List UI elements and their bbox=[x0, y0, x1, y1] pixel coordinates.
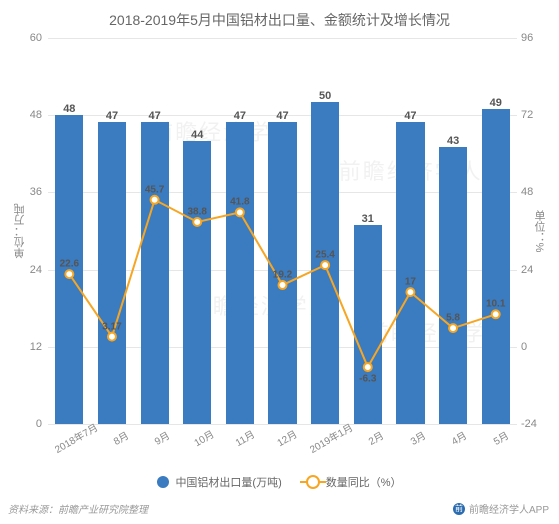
y-right-tick: 0 bbox=[521, 341, 557, 353]
brand-icon: 前 bbox=[453, 503, 465, 515]
bar-swatch-icon bbox=[157, 476, 169, 488]
y-left-tick: 36 bbox=[2, 186, 42, 198]
chart-title: 2018-2019年5月中国铝材出口量、金额统计及增长情况 bbox=[0, 0, 559, 38]
x-tick-label: 4月 bbox=[437, 421, 480, 455]
line-value-label: 10.1 bbox=[486, 299, 505, 310]
legend-item-line: 数量同比（%） bbox=[306, 474, 402, 490]
y-left-tick: 0 bbox=[2, 418, 42, 430]
bar bbox=[141, 122, 169, 424]
bar-group: 47 bbox=[389, 38, 432, 424]
brand-text: 前瞻经济学人APP bbox=[469, 501, 549, 516]
bar bbox=[354, 225, 382, 424]
bar-group: 43 bbox=[432, 38, 475, 424]
brand: 前 前瞻经济学人APP bbox=[453, 501, 549, 516]
line-value-label: 22.6 bbox=[60, 259, 79, 270]
bar-value-label: 47 bbox=[404, 110, 416, 122]
bar-value-label: 48 bbox=[63, 103, 75, 115]
bar-value-label: 47 bbox=[148, 110, 160, 122]
bar bbox=[226, 122, 254, 424]
bar bbox=[439, 147, 467, 424]
bar-group: 47 bbox=[261, 38, 304, 424]
line-value-label: 25.4 bbox=[315, 250, 334, 261]
bar-value-label: 47 bbox=[276, 110, 288, 122]
y-right-tick: 96 bbox=[521, 32, 557, 44]
line-value-label: 5.8 bbox=[446, 313, 460, 324]
bar-group: 47 bbox=[91, 38, 134, 424]
x-tick-label: 2月 bbox=[354, 421, 397, 455]
bar-value-label: 44 bbox=[191, 129, 203, 141]
y-axis-left-label: 单位：万吨 bbox=[12, 204, 28, 259]
line-swatch-icon bbox=[306, 475, 320, 489]
bar-value-label: 31 bbox=[362, 213, 374, 225]
line-value-label: 17 bbox=[405, 277, 416, 288]
bar-group: 48 bbox=[48, 38, 91, 424]
line-value-label: 38.8 bbox=[187, 207, 206, 218]
bar bbox=[183, 141, 211, 424]
y-right-tick: -24 bbox=[521, 418, 557, 430]
y-axis-right-label: 单位：% bbox=[531, 210, 547, 253]
x-axis-labels: 2018年7月8月9月10月11月12月2019年1月2月3月4月5月 bbox=[48, 431, 517, 446]
y-right-tick: 72 bbox=[521, 109, 557, 121]
line-value-label: 41.8 bbox=[230, 197, 249, 208]
bar-group: 49 bbox=[474, 38, 517, 424]
x-tick-label: 8月 bbox=[99, 421, 142, 455]
bar bbox=[396, 122, 424, 424]
x-tick-label: 10月 bbox=[182, 421, 225, 455]
bar-group: 31 bbox=[346, 38, 389, 424]
y-right-tick: 24 bbox=[521, 264, 557, 276]
line-value-label: 19.2 bbox=[273, 270, 292, 281]
bar bbox=[311, 102, 339, 424]
bar-group: 44 bbox=[176, 38, 219, 424]
legend-line-label: 数量同比（%） bbox=[326, 474, 402, 490]
grid-line bbox=[48, 424, 517, 425]
chart-plot-area: 单位：万吨 单位：% 0-241202424364848726096前瞻经济学人… bbox=[48, 38, 517, 424]
bar-value-label: 49 bbox=[490, 97, 502, 109]
x-tick-label: 3月 bbox=[395, 421, 438, 455]
y-left-tick: 24 bbox=[2, 264, 42, 276]
y-left-tick: 60 bbox=[2, 32, 42, 44]
bar bbox=[98, 122, 126, 424]
y-right-tick: 48 bbox=[521, 186, 557, 198]
legend-item-bar: 中国铝材出口量(万吨) bbox=[157, 474, 281, 490]
bar-group: 47 bbox=[133, 38, 176, 424]
bar-value-label: 47 bbox=[234, 110, 246, 122]
bar-value-label: 43 bbox=[447, 135, 459, 147]
bar-value-label: 47 bbox=[106, 110, 118, 122]
legend: 中国铝材出口量(万吨) 数量同比（%） bbox=[0, 474, 559, 490]
line-value-label: 3.17 bbox=[102, 321, 121, 332]
legend-bar-label: 中国铝材出口量(万吨) bbox=[175, 474, 281, 490]
bar bbox=[482, 109, 510, 424]
y-left-tick: 48 bbox=[2, 109, 42, 121]
bar-value-label: 50 bbox=[319, 90, 331, 102]
x-tick-label: 9月 bbox=[140, 421, 183, 455]
line-value-label: 45.7 bbox=[145, 184, 164, 195]
y-left-tick: 12 bbox=[2, 341, 42, 353]
source-text: 资料来源：前瞻产业研究院整理 bbox=[8, 501, 148, 516]
line-value-label: -6.3 bbox=[359, 374, 376, 385]
x-tick-label: 11月 bbox=[223, 421, 266, 455]
bars-container: 48 47 47 44 47 47 50 31 47 43 49 bbox=[48, 38, 517, 424]
bar-group: 50 bbox=[304, 38, 347, 424]
bar-group: 47 bbox=[219, 38, 262, 424]
x-tick-label: 5月 bbox=[478, 421, 521, 455]
x-tick-label: 12月 bbox=[265, 421, 308, 455]
